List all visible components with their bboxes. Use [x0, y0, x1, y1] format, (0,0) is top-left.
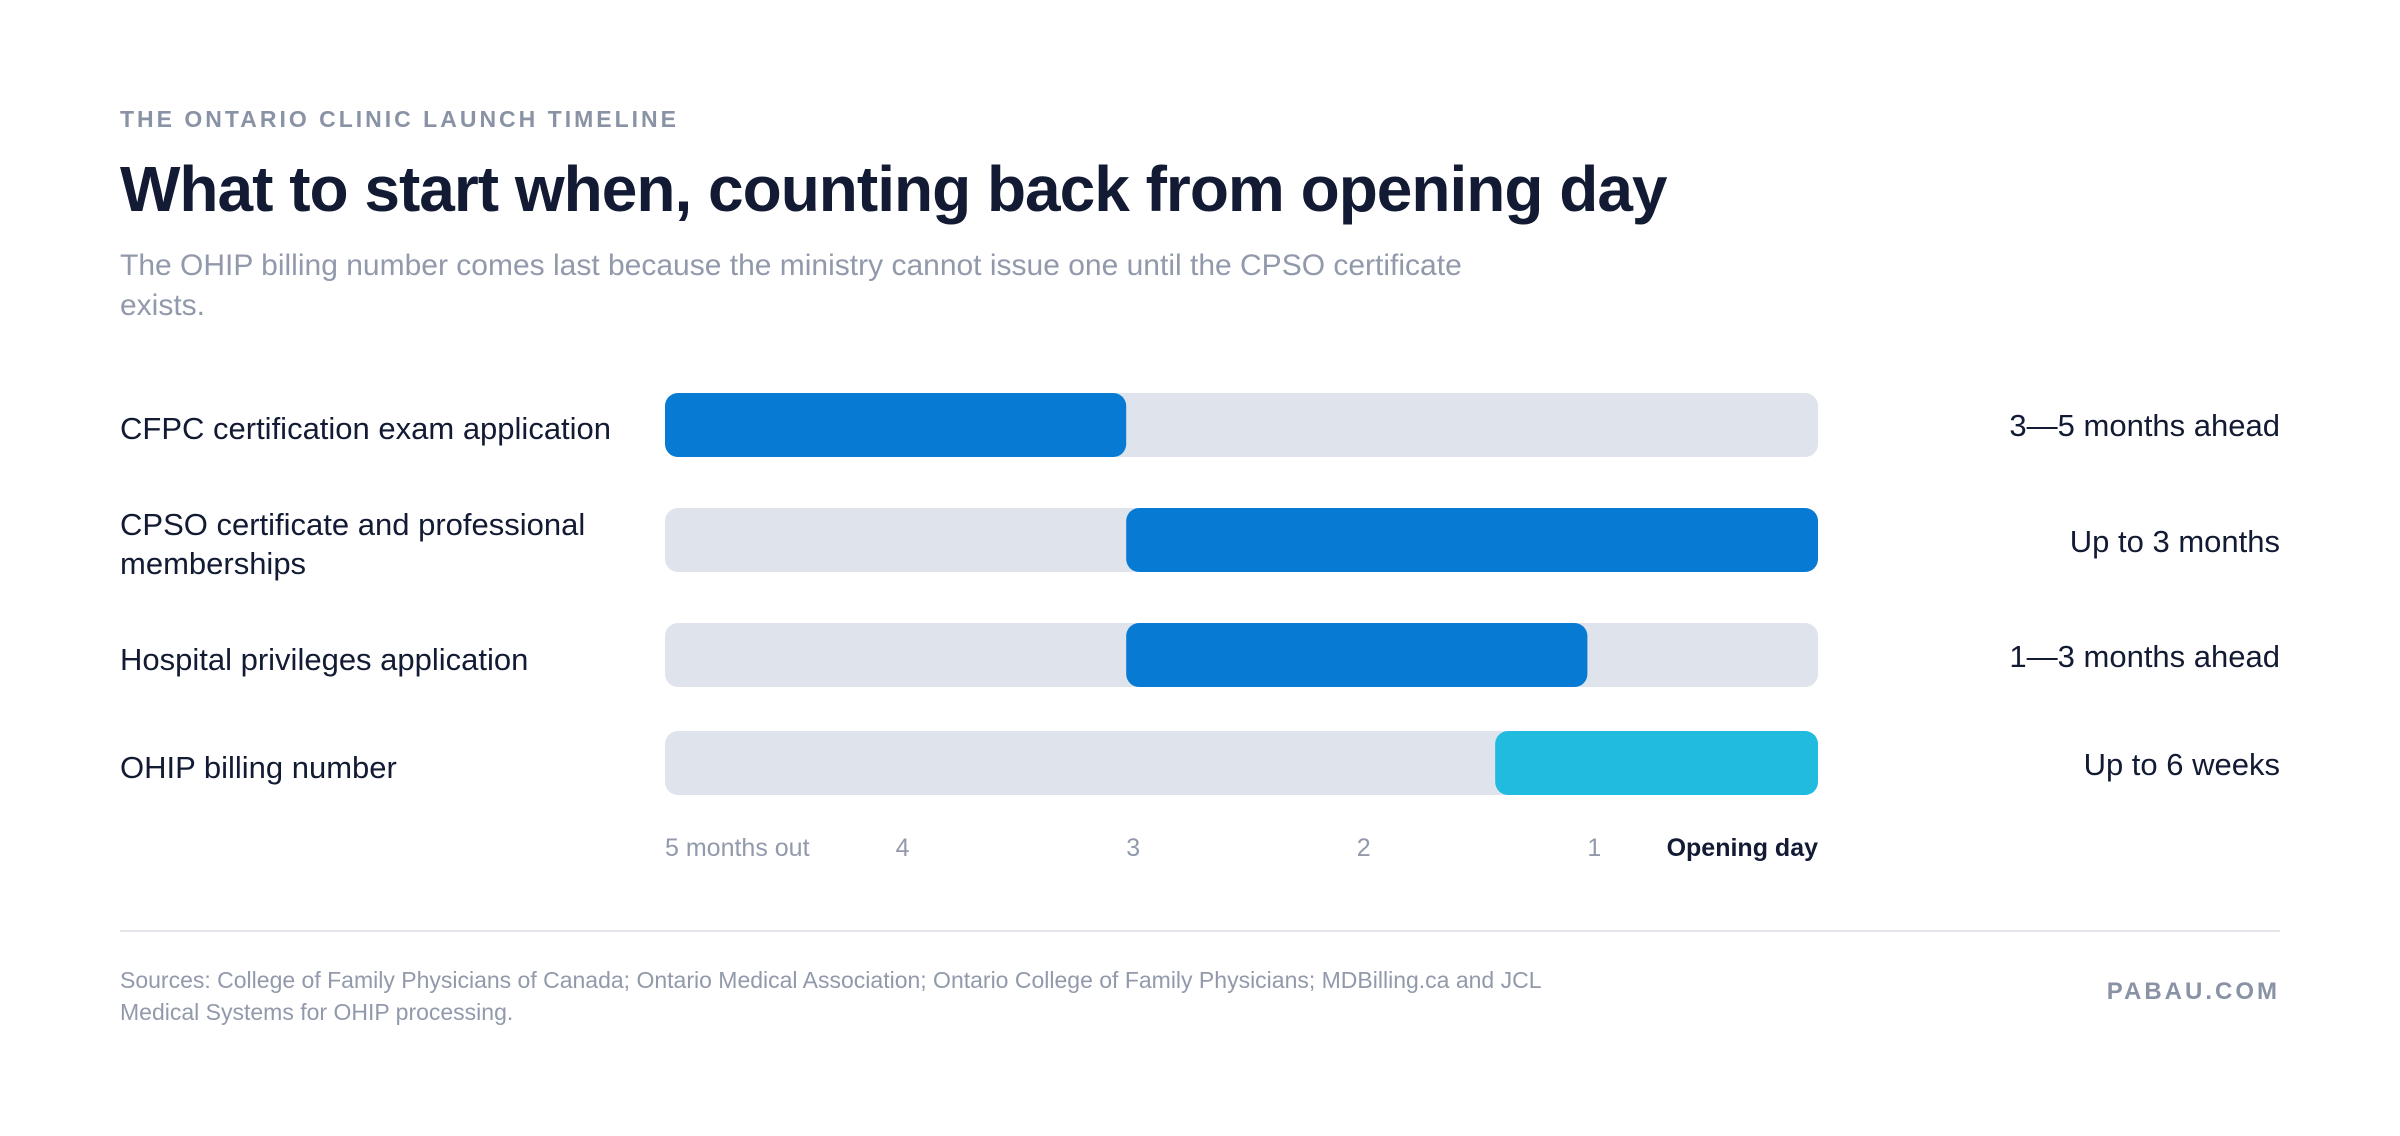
x-tick-label: 3 [1126, 834, 1140, 862]
x-tick-label: 4 [896, 834, 910, 862]
row-label-hospital: Hospital privileges application [120, 642, 529, 677]
row-label-cfpc: CFPC certification exam application [120, 411, 612, 446]
bar-hospital [1126, 623, 1588, 687]
row-value-hospital: 1—3 months ahead [2009, 639, 2280, 674]
sources-note: Sources: College of Family Physicians of… [120, 967, 1541, 1025]
chart-subtitle: The OHIP billing number comes last becau… [120, 249, 1462, 322]
row-value-ohip: Up to 6 weeks [2083, 747, 2280, 782]
bar-ohip [1495, 731, 1818, 795]
footer-divider [120, 930, 2280, 932]
x-tick-label: 2 [1357, 834, 1371, 862]
row-label-ohip: OHIP billing number [120, 750, 397, 785]
brand-logo-text: PABAU.COM [2106, 978, 2280, 1005]
row-value-cfpc: 3—5 months ahead [2009, 408, 2280, 443]
eyebrow-label: THE ONTARIO CLINIC LAUNCH TIMELINE [120, 106, 679, 132]
x-tick-label: 5 months out [665, 834, 810, 862]
x-tick-label: Opening day [1667, 834, 1819, 862]
bar-cfpc [665, 393, 1127, 457]
x-tick-label: 1 [1587, 834, 1601, 862]
chart-title: What to start when, counting back from o… [120, 153, 1667, 225]
timeline-chart: 5 months out 4 3 2 1 Opening day [665, 393, 1819, 862]
row-value-cpso: Up to 3 months [2069, 524, 2280, 559]
bar-cpso [1126, 508, 1818, 572]
row-label-cpso: CPSO certificate and professional member… [120, 507, 586, 581]
